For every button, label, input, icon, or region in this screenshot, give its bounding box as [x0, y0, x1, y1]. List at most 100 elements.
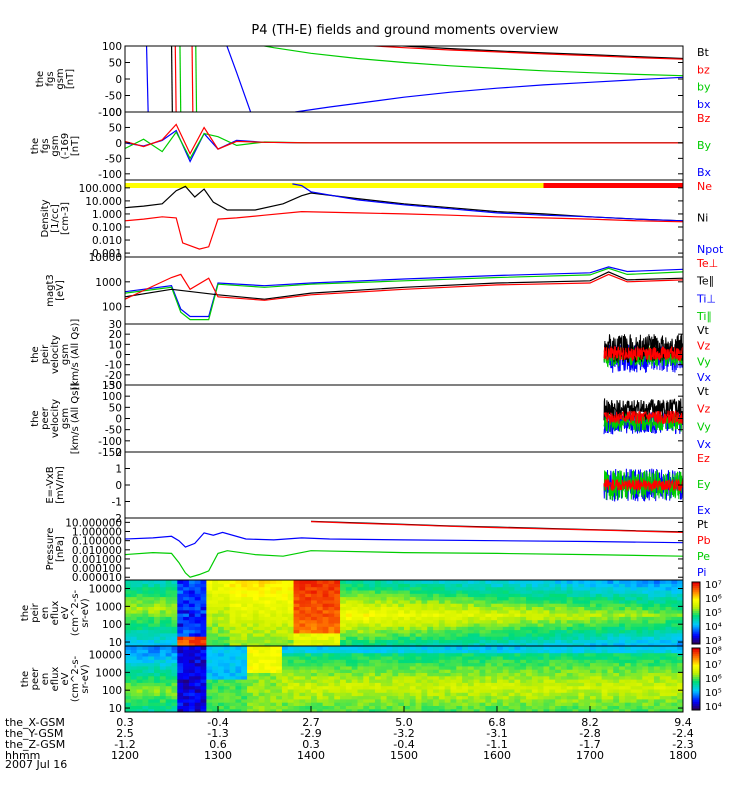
spectrogram-cell: [531, 596, 539, 601]
spectrogram-cell: [531, 672, 539, 677]
spectrogram-cell: [450, 692, 457, 697]
spectrogram-cell: [270, 675, 277, 680]
spectrogram-cell: [590, 659, 597, 664]
spectrogram-cell: [630, 662, 638, 667]
spectrogram-cell: [601, 616, 609, 621]
spectrogram-cell: [270, 682, 277, 687]
spectrogram-cell: [409, 626, 417, 631]
spectrogram-cell: [363, 698, 370, 703]
spectrogram-cell: [520, 609, 527, 614]
spectrogram-cell: [125, 692, 132, 697]
spectrogram-cell: [462, 652, 469, 657]
spectrogram-cell: [148, 659, 155, 664]
colorbar-step: [692, 621, 700, 624]
spectrogram-cell: [497, 593, 504, 598]
spectrogram-cell: [636, 695, 643, 700]
spectrogram-cell: [398, 672, 405, 677]
y-tick-label: 1000: [95, 667, 122, 679]
spectrogram-cell: [636, 606, 643, 611]
spectrogram-cell: [421, 662, 428, 667]
spectrogram-cell: [247, 698, 254, 703]
spectrogram-cell: [398, 596, 405, 601]
spectrogram-cell: [148, 632, 155, 637]
spectrogram-cell: [543, 659, 550, 664]
spectrogram-cell: [624, 695, 632, 700]
spectrogram-cell: [316, 695, 324, 700]
spectrogram-cell: [374, 609, 382, 614]
spectrogram-cell: [584, 639, 591, 644]
spectrogram-cell: [223, 662, 231, 667]
spectrogram-cell: [212, 685, 219, 690]
spectrogram-cell: [642, 613, 649, 617]
spectrogram-cell: [613, 606, 620, 611]
spectrogram-cell: [357, 705, 364, 710]
spectrogram-cell: [415, 586, 423, 591]
spectrogram-cell: [177, 580, 184, 584]
spectrogram-cell: [630, 679, 638, 683]
spectrogram-cell: [374, 669, 382, 673]
spectrogram-cell: [653, 599, 661, 604]
spectrogram-cell: [659, 655, 667, 660]
spectrogram-cell: [555, 613, 562, 617]
spectrogram-cell: [514, 636, 521, 640]
y-tick-label: 1.000: [92, 209, 122, 221]
spectrogram-cell: [584, 662, 591, 667]
spectrogram-cell: [264, 662, 271, 667]
spectrogram-cell: [671, 616, 678, 621]
spectrogram-cell: [334, 599, 341, 604]
spectrogram-cell: [148, 682, 155, 687]
spectrogram-cell: [531, 603, 539, 607]
spectrogram-cell: [537, 646, 545, 650]
spectrogram-cell: [276, 652, 283, 657]
spectrogram-cell: [264, 652, 271, 657]
spectrogram-cell: [613, 646, 620, 650]
spectrogram-cell: [462, 622, 469, 627]
spectrogram-cell: [444, 642, 452, 646]
spectrogram-cell: [508, 609, 516, 614]
spectrogram-cell: [334, 688, 341, 693]
spectrogram-cell: [590, 679, 597, 683]
spectrogram-cell: [549, 679, 556, 683]
spectrogram-cell: [619, 649, 626, 654]
spectrogram-cell: [485, 675, 492, 680]
spectrogram-cell: [526, 616, 533, 621]
spectrogram-cell: [380, 632, 388, 637]
spectrogram-cell: [648, 632, 655, 637]
spectrogram-cell: [299, 698, 306, 703]
spectrogram-cell: [270, 705, 277, 710]
spectrogram-cell: [595, 662, 603, 667]
spectrogram-cell: [514, 622, 521, 627]
spectrogram-cell: [334, 649, 341, 654]
spectrogram-cell: [229, 622, 237, 627]
spectrogram-cell: [235, 695, 242, 700]
spectrogram-cell: [531, 655, 539, 660]
spectrogram-cell: [508, 705, 516, 710]
spectrogram-cell: [497, 682, 504, 687]
colorbar-label: 10⁷: [705, 580, 722, 591]
spectrogram-cell: [485, 665, 492, 670]
spectrogram-cell: [142, 589, 149, 594]
spectrogram-cell: [305, 613, 312, 617]
spectrogram-cell: [491, 695, 498, 700]
spectrogram-cell: [218, 629, 225, 634]
spectrogram-cell: [677, 649, 683, 654]
colorbar-label: 10³: [705, 636, 722, 647]
spectrogram-cell: [409, 596, 417, 601]
spectrogram-cell: [566, 586, 574, 591]
spectrogram-cell: [287, 619, 295, 624]
spectrogram-cell: [648, 702, 655, 706]
spectrogram-cell: [421, 682, 428, 687]
y-tick-label: 100.000: [79, 183, 122, 195]
spectrogram-cell: [200, 616, 207, 621]
spectrogram-cell: [171, 705, 178, 710]
spectrogram-cell: [659, 665, 667, 670]
spectrogram-cell: [142, 583, 149, 588]
spectrogram-cell: [415, 589, 423, 594]
spectrogram-cell: [380, 702, 388, 706]
spectrogram-cell: [584, 649, 591, 654]
spectrogram-cell: [409, 586, 417, 591]
spectrogram-cell: [624, 613, 632, 617]
spectrogram-cell: [456, 619, 463, 624]
spectrogram-cell: [520, 705, 527, 710]
spectrogram-cell: [177, 613, 184, 617]
